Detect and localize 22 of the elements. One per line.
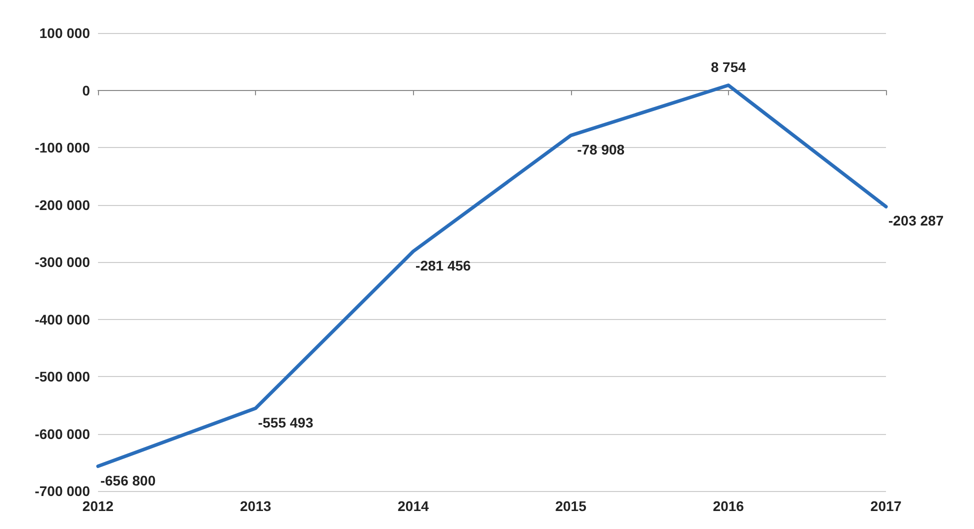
x-tick-label: 2017 [870,498,902,514]
x-tick-label: 2012 [82,498,114,514]
y-tick-label: 100 000 [39,25,90,41]
line-series [96,83,888,468]
data-label: -656 800 [100,472,156,488]
y-tick-label: -400 000 [34,311,90,328]
y-tick-label: -700 000 [34,483,90,499]
data-label: -78 908 [577,141,625,158]
x-tick-label: 2016 [712,498,744,514]
x-tick-label: 2013 [240,498,272,514]
y-tick-label: -600 000 [34,426,90,442]
x-tick-label: 2014 [398,498,429,514]
y-tick-label: -300 000 [34,254,90,270]
data-label: -203 287 [888,212,944,229]
x-tick-label: 2015 [555,498,587,514]
data-label: -281 456 [416,257,472,274]
y-tick-label: 0 [82,82,90,98]
data-label: 8 754 [710,59,746,76]
y-tick-label: -500 000 [34,368,90,384]
y-tick-label: -100 000 [34,140,90,156]
y-tick-label: -200 000 [34,196,90,213]
data-label: -555 493 [258,414,314,430]
